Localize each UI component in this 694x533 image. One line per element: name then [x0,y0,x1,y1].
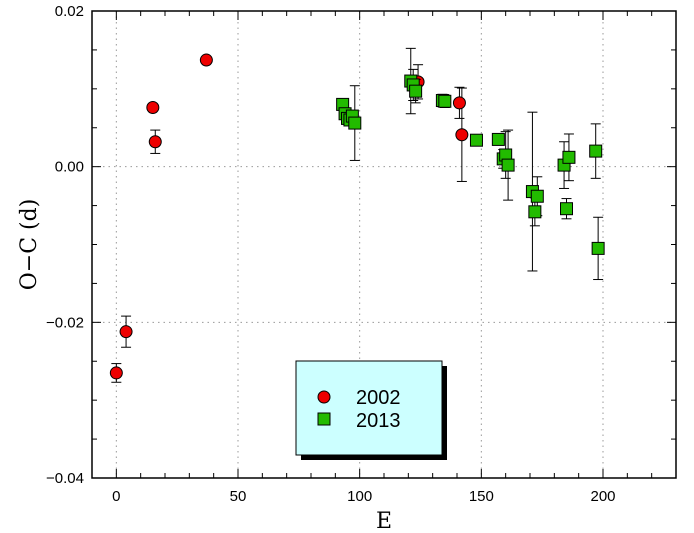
legend: 2002 2013 [295,360,447,460]
y-tick-label-0: −0.04 [46,470,84,487]
point-2013-23 [591,241,605,255]
point-2013-15 [501,158,515,172]
x-tick-label-3: 150 [469,488,494,505]
legend-marker-2013 [317,412,331,426]
point-2013-10 [438,94,452,108]
point-2013-18 [530,189,544,203]
point-2002-6 [452,96,466,110]
series-2013 [336,47,605,281]
legend-box [295,360,443,456]
legend-marker-2002 [317,390,331,404]
point-2002-3 [148,135,162,149]
grid [92,11,676,478]
y-tick-label-1: −0.02 [46,314,84,331]
y-tick-labels: −0.04 −0.02 0.00 0.02 [46,3,84,487]
y-tick-label-2: 0.00 [55,159,84,176]
point-2002-2 [146,101,160,115]
point-2013-12 [491,132,505,146]
legend-label-2002: 2002 [356,387,401,409]
x-tick-label-4: 200 [590,488,615,505]
x-axis-title: E [376,509,392,533]
point-2013-21 [562,150,576,164]
data-marks [109,47,605,383]
point-2002-4 [199,53,213,67]
x-tick-label-1: 50 [230,488,247,505]
point-2013-8 [409,84,423,98]
point-2013-22 [589,144,603,158]
point-2013-5 [348,116,362,130]
y-tick-label-3: 0.02 [55,3,84,20]
x-tick-label-0: 0 [112,488,120,505]
x-tick-labels: 0 50 100 150 200 [112,488,615,505]
legend-label-2013: 2013 [356,410,401,432]
y-axis-title: O−C (d) [17,199,42,291]
x-tick-label-2: 100 [347,488,372,505]
point-2002-1 [119,325,133,339]
point-2002-7 [455,128,469,142]
axis-ticks [92,10,677,479]
point-2013-20 [560,202,573,216]
point-2013-11 [469,133,483,147]
point-2013-17 [528,205,542,219]
point-2002-0 [109,366,123,380]
